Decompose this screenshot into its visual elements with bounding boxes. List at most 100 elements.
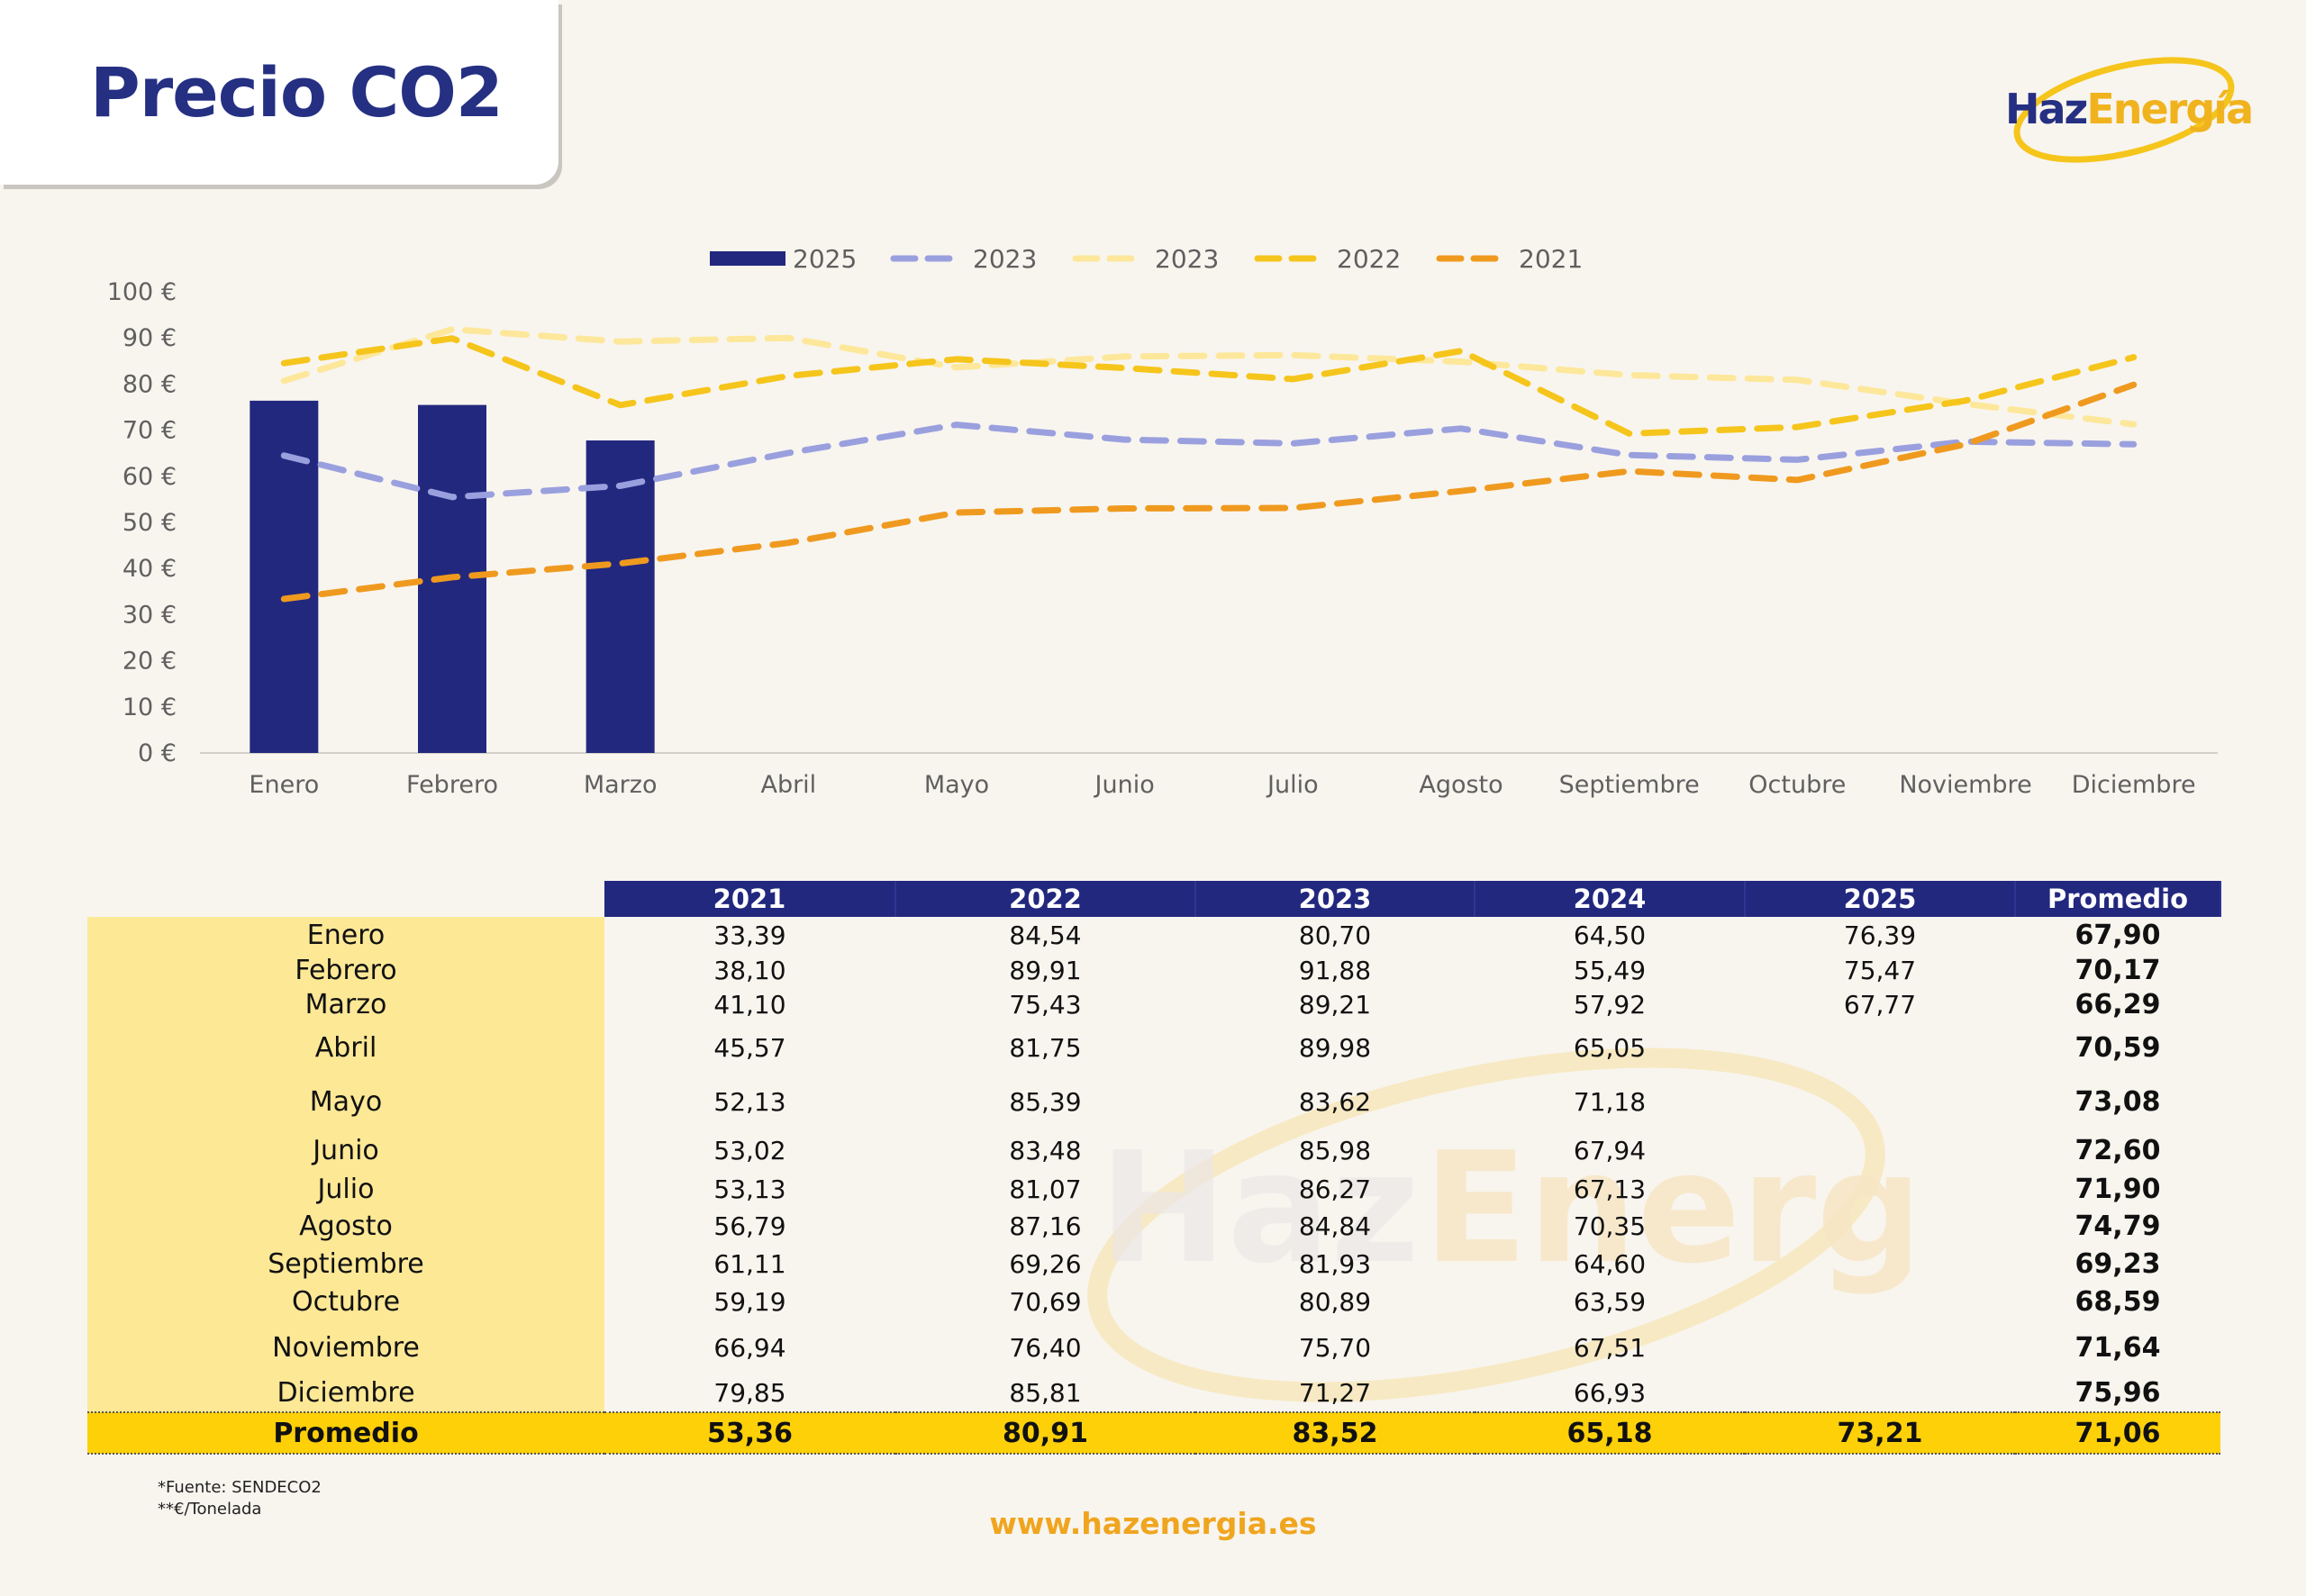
total-cell: 65,18 xyxy=(1475,1411,1745,1455)
table-row: Enero 33,39 84,54 80,70 64,50 76,39 67,90 xyxy=(87,917,2220,953)
row-month: Junio xyxy=(87,1129,604,1171)
table-cell: 83,62 xyxy=(1298,1086,1372,1117)
row-average: 71,90 xyxy=(2074,1173,2161,1205)
title-card: Precio CO2 xyxy=(0,0,558,185)
table-cell: 45,57 xyxy=(713,1032,786,1063)
row-average: 74,79 xyxy=(2074,1210,2161,1242)
table-cell: 85,98 xyxy=(1298,1135,1372,1165)
table-cell: 85,81 xyxy=(1009,1378,1082,1408)
logo-text: HazEnergía xyxy=(2005,85,2254,133)
bar-2025 xyxy=(586,440,655,753)
hazenergia-logo: HazEnergía xyxy=(1998,52,2254,169)
table-cell: 75,43 xyxy=(1009,989,1082,1020)
line-series xyxy=(280,326,2138,603)
x-tick-label: Mayo xyxy=(924,771,989,799)
table-cell: 85,39 xyxy=(1009,1086,1082,1117)
table-cell: 71,27 xyxy=(1298,1378,1372,1408)
x-tick-label: Julio xyxy=(1266,771,1319,799)
row-average: 70,17 xyxy=(2074,954,2161,986)
chart-legend: 2025 2023 2023 2022 2021 xyxy=(710,244,1583,274)
table-row: Octubre 59,19 70,69 80,89 63,59 68,59 xyxy=(87,1283,2220,1320)
row-month: Agosto xyxy=(87,1207,604,1245)
logo-text-energia: Energía xyxy=(2086,85,2254,133)
table-cell xyxy=(1745,1320,2015,1374)
header-2025: 2025 xyxy=(1745,881,2016,917)
table-cell: 76,40 xyxy=(1009,1332,1082,1363)
table-cell: 71,18 xyxy=(1573,1086,1647,1117)
table-cell: 70,69 xyxy=(1009,1286,1082,1317)
table-cell: 55,49 xyxy=(1573,955,1647,985)
table-cell: 67,51 xyxy=(1573,1332,1647,1363)
y-tick-label: 90 € xyxy=(123,324,177,352)
table-cell: 80,89 xyxy=(1298,1286,1372,1317)
y-tick-label: 10 € xyxy=(123,694,177,721)
row-average: 72,60 xyxy=(2074,1134,2161,1166)
table-cell xyxy=(1745,1021,2015,1074)
y-tick-label: 60 € xyxy=(123,463,177,491)
co2-price-chart: 2025 2023 2023 2022 2021 0 € 10 € 20 € 30 € 40 €… xyxy=(107,244,2218,799)
table-cell: 84,54 xyxy=(1009,920,1082,950)
table-cell xyxy=(1745,1207,2015,1245)
line-series-2023 xyxy=(280,422,2138,501)
row-month: Febrero xyxy=(87,953,604,987)
line-series-2022 xyxy=(280,335,2138,437)
table-cell: 66,93 xyxy=(1573,1378,1647,1408)
table-cell: 89,98 xyxy=(1298,1032,1372,1063)
table-cell: 59,19 xyxy=(713,1286,786,1317)
row-month: Julio xyxy=(87,1171,604,1207)
legend-label: 2023 xyxy=(1155,244,1219,274)
table-row: Mayo 52,13 85,39 83,62 71,18 73,08 xyxy=(87,1074,2220,1129)
table-cell: 61,11 xyxy=(713,1248,786,1279)
table-cell: 67,77 xyxy=(1843,989,1917,1020)
table-cell: 52,13 xyxy=(713,1086,786,1117)
table-cell: 79,85 xyxy=(713,1378,786,1408)
y-tick-label: 30 € xyxy=(123,601,177,629)
y-axis: 0 € 10 € 20 € 30 € 40 € 50 € 60 € 70 € 80 € 90 € 1… xyxy=(107,278,177,767)
table-cell: 63,59 xyxy=(1573,1286,1647,1317)
total-label: Promedio xyxy=(87,1411,604,1455)
header-promedio: Promedio xyxy=(2015,881,2221,917)
y-tick-label: 0 € xyxy=(138,739,177,767)
table-cell: 53,02 xyxy=(713,1135,786,1165)
y-tick-label: 40 € xyxy=(123,555,177,583)
table-cell: 91,88 xyxy=(1298,955,1372,985)
row-average: 69,23 xyxy=(2074,1247,2161,1280)
total-cell: 73,21 xyxy=(1745,1411,2015,1455)
table-cell xyxy=(1745,1074,2015,1129)
table-cell: 84,84 xyxy=(1298,1211,1372,1241)
website-link[interactable]: www.hazenergia.es xyxy=(989,1506,1317,1541)
total-cell: 83,52 xyxy=(1195,1411,1475,1455)
table-cell: 67,94 xyxy=(1573,1135,1647,1165)
y-tick-label: 80 € xyxy=(123,370,177,398)
table-cell: 66,94 xyxy=(713,1332,786,1363)
table-cell: 69,26 xyxy=(1009,1248,1082,1279)
table-cell: 80,70 xyxy=(1298,920,1372,950)
header-2022: 2022 xyxy=(895,881,1196,917)
table-cell: 65,05 xyxy=(1573,1032,1647,1063)
table-cell: 57,92 xyxy=(1573,989,1647,1020)
x-tick-label: Marzo xyxy=(584,771,658,799)
row-average: 70,59 xyxy=(2074,1031,2161,1064)
table-row: Julio 53,13 81,07 86,27 67,13 71,90 xyxy=(87,1171,2220,1207)
legend-swatch-2025 xyxy=(710,251,785,266)
row-month: Diciembre xyxy=(87,1374,604,1412)
table-row: Abril 45,57 81,75 89,98 65,05 70,59 xyxy=(87,1021,2220,1074)
y-tick-label: 70 € xyxy=(123,417,177,445)
row-month: Marzo xyxy=(87,987,604,1021)
table-row: Febrero 38,10 89,91 91,88 55,49 75,47 70,17 xyxy=(87,953,2220,987)
y-tick-label: 50 € xyxy=(123,509,177,537)
legend-label: 2022 xyxy=(1337,244,1401,274)
table-cell: 86,27 xyxy=(1298,1174,1372,1204)
table-cell xyxy=(1745,1245,2015,1283)
row-average: 68,59 xyxy=(2074,1285,2161,1318)
logo-text-haz: Haz xyxy=(2005,85,2088,133)
table-cell xyxy=(1745,1171,2015,1207)
table-cell: 89,21 xyxy=(1298,989,1372,1020)
header-2024: 2024 xyxy=(1475,881,1746,917)
line-series-2023 xyxy=(280,326,2138,428)
table-cell: 76,39 xyxy=(1843,920,1917,950)
table-row: Diciembre 79,85 85,81 71,27 66,93 75,96 xyxy=(87,1374,2220,1412)
co2-price-table: 2021 2022 2023 2024 2025 Promedio Enero 3… xyxy=(87,881,2221,1455)
table-cell: 83,48 xyxy=(1009,1135,1082,1165)
table-cell: 81,07 xyxy=(1009,1174,1082,1204)
